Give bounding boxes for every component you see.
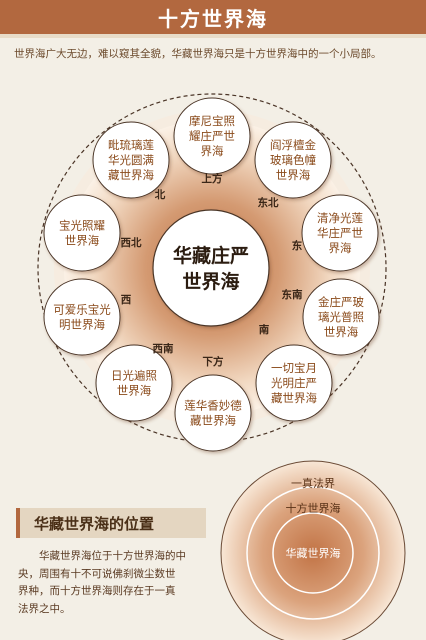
center-label-line1: 华藏庄严 — [173, 244, 249, 267]
world-sea-label-down-line2: 藏世界海 — [190, 414, 236, 428]
world-sea-label-nw-line2: 世界海 — [65, 234, 100, 248]
ring-middle-border — [246, 486, 380, 620]
direction-label-sw: 西南 — [153, 342, 174, 355]
world-sea-label-se-line1: 金庄严玻 — [318, 295, 364, 309]
world-sea-label-s-line1: 一切宝月 — [271, 361, 317, 375]
world-sea-label-sw-line1: 日光遍照 — [111, 369, 157, 383]
world-sea-label-n-line2: 华光圆满 — [108, 153, 154, 167]
world-sea-node-s — [255, 344, 333, 422]
world-sea-label-up-line2: 耀庄严世 — [189, 129, 235, 143]
world-sea-node-se — [302, 278, 380, 356]
intro-text: 世界海广大无边，难以窥其全貌，华藏世界海只是十方世界海中的一个小局部。 — [14, 48, 382, 60]
direction-label-ne: 东北 — [258, 196, 279, 209]
world-sea-node-up — [173, 97, 251, 175]
world-sea-node-sw — [95, 344, 173, 422]
direction-label-down: 下方 — [203, 355, 224, 368]
section-description: 华藏世界海位于十方世界海的中 央，周围有十不可说佛刹微尘数世 界种，而十方世界海则存… — [18, 548, 210, 618]
world-sea-label-w-line2: 明世界海 — [59, 318, 105, 332]
world-sea-label-s-line2: 光明庄严 — [271, 376, 317, 390]
world-sea-label-w-line1: 可爱乐宝光 — [53, 303, 111, 317]
world-sea-label-s-line3: 藏世界海 — [271, 391, 317, 405]
direction-label-w: 西 — [121, 294, 132, 306]
world-sea-label-up-line1: 摩尼宝照 — [189, 114, 235, 128]
world-sea-label-nw-line1: 宝光照耀 — [59, 219, 105, 233]
world-sea-label-ne-line1: 阎浮檀金 — [270, 138, 316, 152]
ring-label-middle: 十方世界海 — [286, 501, 341, 515]
ring-label-outer: 一真法界 — [291, 476, 335, 490]
world-sea-label-down-line1: 莲华香妙德 — [184, 399, 242, 413]
world-sea-label-n-line3: 藏世界海 — [108, 168, 154, 182]
direction-label-e: 东 — [292, 239, 303, 252]
world-sea-label-ne-line3: 世界海 — [276, 168, 311, 182]
direction-label-se: 东南 — [282, 288, 303, 301]
world-sea-node-ne — [254, 121, 332, 199]
direction-label-nw: 西北 — [121, 236, 142, 249]
ring-inner-border — [272, 512, 354, 594]
world-sea-label-n-line1: 毗琉璃莲 — [108, 138, 154, 152]
title-divider — [0, 34, 426, 38]
direction-label-s: 南 — [259, 323, 270, 336]
direction-label-up: 上方 — [202, 172, 223, 185]
ring-outer-border — [220, 460, 406, 640]
ring-label-inner: 华藏世界海 — [286, 546, 341, 560]
direction-label-n: 北 — [155, 188, 166, 201]
world-sea-label-se-line2: 璃光普照 — [318, 310, 364, 324]
world-sea-label-e-line3: 界海 — [329, 241, 352, 255]
world-sea-label-up-line3: 界海 — [201, 144, 224, 158]
world-sea-label-e-line2: 华庄严世 — [317, 226, 363, 240]
section-description-text: 华藏世界海位于十方世界海的中 央，周围有十不可说佛刹微尘数世 界种，而十方世界海则存… — [18, 550, 186, 615]
world-sea-label-ne-line2: 玻璃色幢 — [270, 153, 316, 167]
world-sea-node-n — [92, 121, 170, 199]
section-title: 华藏世界海的位置 — [16, 508, 206, 538]
world-sea-node-w — [43, 278, 121, 356]
world-sea-label-sw-line2: 世界海 — [117, 384, 152, 398]
world-sea-node-down — [174, 374, 252, 452]
center-circle — [152, 209, 270, 327]
center-label-line2: 世界海 — [182, 270, 239, 293]
world-sea-node-nw — [43, 194, 121, 272]
world-sea-label-e-line1: 清净光莲 — [317, 211, 363, 225]
page-title: 十方世界海 — [0, 0, 426, 34]
world-sea-node-e — [301, 194, 379, 272]
world-sea-label-se-line3: 世界海 — [324, 325, 359, 339]
